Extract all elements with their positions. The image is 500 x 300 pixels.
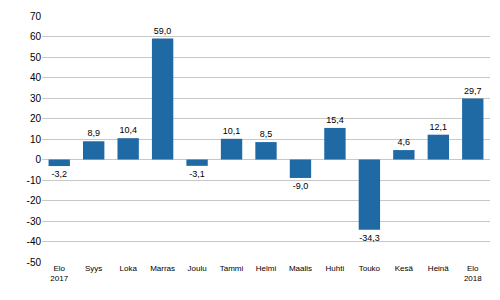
- svg-text:-50: -50: [27, 257, 42, 268]
- svg-text:Touko: Touko: [359, 264, 381, 273]
- svg-text:Huhti: Huhti: [326, 264, 345, 273]
- svg-text:10,4: 10,4: [119, 125, 137, 135]
- svg-text:15,4: 15,4: [326, 115, 344, 125]
- svg-text:12,1: 12,1: [430, 122, 448, 132]
- svg-text:-20: -20: [27, 195, 42, 206]
- svg-text:-3,2: -3,2: [51, 169, 67, 179]
- svg-text:-40: -40: [27, 236, 42, 247]
- svg-text:59,0: 59,0: [154, 26, 172, 36]
- svg-text:-34,3: -34,3: [359, 233, 380, 243]
- svg-text:8,5: 8,5: [260, 129, 273, 139]
- svg-text:-9,0: -9,0: [293, 181, 309, 191]
- svg-text:-3,1: -3,1: [189, 169, 205, 179]
- svg-text:4,6: 4,6: [398, 137, 411, 147]
- svg-text:29,7: 29,7: [464, 86, 482, 96]
- svg-text:Helmi: Helmi: [256, 264, 277, 273]
- svg-text:Loka: Loka: [119, 264, 137, 273]
- svg-text:10: 10: [30, 134, 42, 145]
- svg-text:-30: -30: [27, 216, 42, 227]
- svg-text:8,9: 8,9: [87, 128, 100, 138]
- svg-text:Tammi: Tammi: [220, 264, 244, 273]
- svg-text:Maalis: Maalis: [289, 264, 312, 273]
- svg-text:Elo2018: Elo2018: [464, 264, 482, 283]
- svg-text:Heinä: Heinä: [428, 264, 449, 273]
- svg-text:Marras: Marras: [150, 264, 175, 273]
- svg-text:30: 30: [30, 93, 42, 104]
- svg-text:10,1: 10,1: [223, 126, 241, 136]
- svg-text:Joulu: Joulu: [188, 264, 207, 273]
- svg-text:40: 40: [30, 72, 42, 83]
- svg-text:Syys: Syys: [85, 264, 102, 273]
- svg-text:70: 70: [30, 11, 42, 22]
- svg-text:50: 50: [30, 52, 42, 63]
- svg-text:60: 60: [30, 31, 42, 42]
- svg-text:0: 0: [35, 154, 41, 165]
- svg-text:Elo2017: Elo2017: [50, 264, 68, 283]
- svg-text:Kesä: Kesä: [395, 264, 414, 273]
- svg-text:20: 20: [30, 113, 42, 124]
- svg-text:-10: -10: [27, 175, 42, 186]
